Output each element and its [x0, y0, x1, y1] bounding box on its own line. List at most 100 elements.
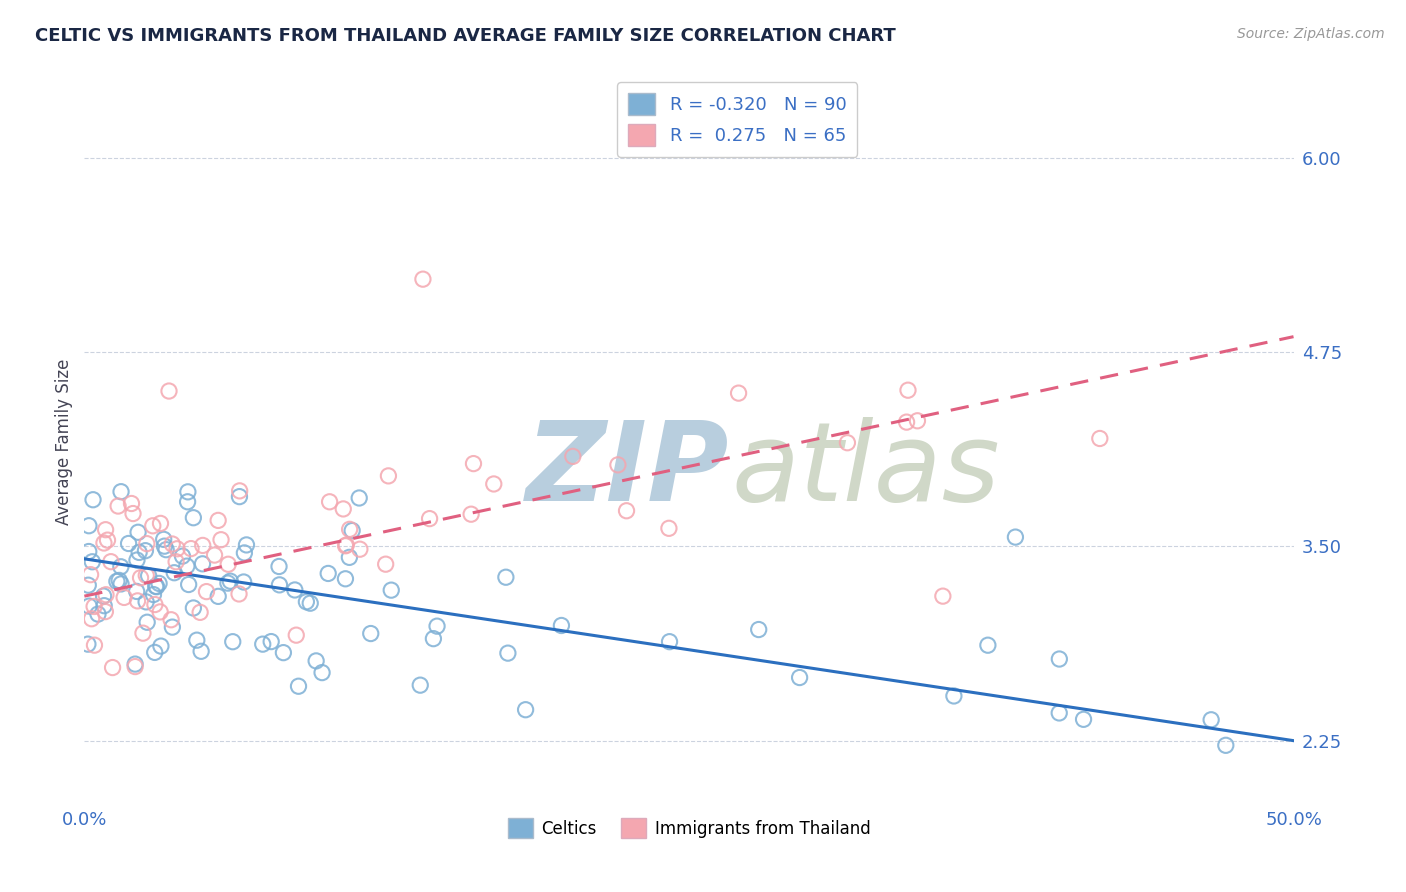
Point — [87, 607, 110, 621]
Point — [897, 383, 920, 397]
Point — [658, 521, 681, 535]
Point — [496, 646, 519, 660]
Point — [377, 468, 399, 483]
Point — [207, 590, 229, 604]
Point — [269, 578, 291, 592]
Point — [267, 559, 290, 574]
Point — [217, 558, 239, 572]
Point — [219, 574, 242, 589]
Point — [125, 553, 148, 567]
Point — [412, 272, 434, 286]
Point — [932, 589, 955, 603]
Point — [180, 541, 202, 556]
Point — [117, 536, 139, 550]
Point — [207, 513, 229, 527]
Point — [93, 536, 115, 550]
Point — [349, 542, 371, 557]
Point — [335, 539, 357, 553]
Point — [748, 623, 770, 637]
Point — [183, 601, 205, 615]
Point — [77, 518, 100, 533]
Point — [149, 639, 172, 653]
Point — [80, 612, 103, 626]
Point — [108, 574, 131, 588]
Point — [977, 638, 1000, 652]
Point — [143, 598, 166, 612]
Point — [93, 599, 115, 613]
Point — [222, 634, 245, 648]
Point — [157, 384, 180, 398]
Point — [186, 633, 208, 648]
Point — [1004, 530, 1026, 544]
Point — [77, 544, 100, 558]
Point — [339, 522, 361, 536]
Point — [422, 632, 444, 646]
Point — [135, 536, 157, 550]
Point — [82, 555, 104, 569]
Point — [191, 557, 214, 571]
Point — [153, 539, 176, 553]
Point — [233, 546, 256, 560]
Point — [658, 634, 681, 648]
Point — [160, 613, 183, 627]
Point — [228, 483, 250, 498]
Point — [228, 490, 250, 504]
Point — [616, 504, 638, 518]
Point — [166, 541, 188, 556]
Text: CELTIC VS IMMIGRANTS FROM THAILAND AVERAGE FAMILY SIZE CORRELATION CHART: CELTIC VS IMMIGRANTS FROM THAILAND AVERA… — [35, 27, 896, 45]
Point — [360, 626, 382, 640]
Point — [1199, 713, 1222, 727]
Point — [482, 477, 505, 491]
Point — [135, 568, 157, 582]
Point — [284, 582, 307, 597]
Point — [318, 495, 340, 509]
Point — [515, 703, 537, 717]
Point — [177, 484, 200, 499]
Point — [132, 626, 155, 640]
Point — [162, 537, 184, 551]
Point — [295, 595, 318, 609]
Point — [1088, 432, 1111, 446]
Point — [419, 511, 441, 525]
Point — [426, 619, 449, 633]
Point — [228, 587, 250, 601]
Point — [316, 566, 339, 581]
Point — [82, 492, 104, 507]
Point — [1215, 739, 1237, 753]
Point — [273, 646, 295, 660]
Point — [209, 533, 232, 547]
Point — [260, 634, 283, 648]
Point — [124, 657, 146, 672]
Point — [550, 618, 572, 632]
Point — [172, 549, 194, 563]
Point — [77, 599, 100, 613]
Point — [177, 577, 200, 591]
Point — [149, 605, 172, 619]
Point — [561, 450, 583, 464]
Point — [77, 578, 100, 592]
Point — [347, 491, 370, 505]
Text: Source: ZipAtlas.com: Source: ZipAtlas.com — [1237, 27, 1385, 41]
Point — [122, 507, 145, 521]
Point — [149, 516, 172, 531]
Legend: Celtics, Immigrants from Thailand: Celtics, Immigrants from Thailand — [501, 812, 877, 845]
Point — [287, 679, 309, 693]
Point — [142, 518, 165, 533]
Point — [337, 550, 360, 565]
Point — [124, 659, 146, 673]
Point — [305, 654, 328, 668]
Point — [83, 638, 105, 652]
Point — [101, 660, 124, 674]
Point — [942, 689, 965, 703]
Point — [94, 523, 117, 537]
Point — [176, 495, 198, 509]
Point — [332, 502, 354, 516]
Point — [463, 457, 485, 471]
Point — [896, 415, 918, 429]
Point — [380, 583, 402, 598]
Point — [299, 596, 322, 610]
Point — [176, 559, 198, 574]
Point — [100, 555, 122, 569]
Point — [374, 557, 396, 571]
Point — [77, 637, 100, 651]
